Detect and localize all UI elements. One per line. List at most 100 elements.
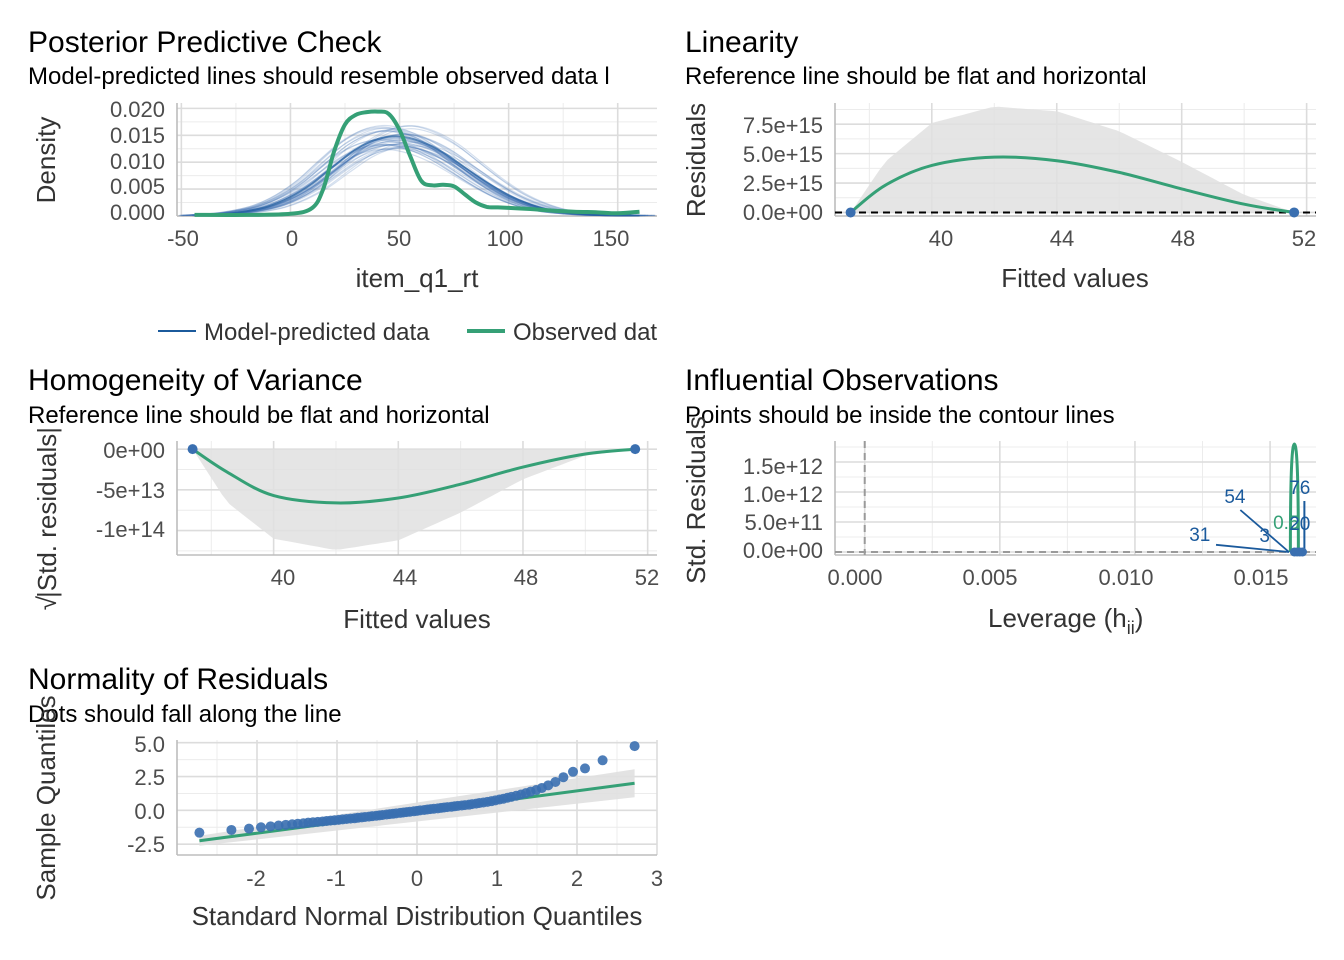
ppc-ytick: 0.000 [110,200,165,225]
confidence-ribbon [192,449,636,550]
influential-ytick: 5.0e+11 [744,510,823,535]
influential-marks: 54 31 3 76 0.520 [835,441,1316,557]
ppc-title: Posterior Predictive Check [28,26,382,59]
observed-data-line [194,109,640,217]
influential-xtick: 0.000 [827,565,882,590]
normality-xtick: 0 [411,866,423,891]
influential-x-ticks: 0.000 0.005 0.010 0.015 [827,565,1288,590]
ppc-ytick: 0.005 [110,174,165,199]
ppc-xtick: 0 [286,226,298,251]
normality-ytick: 5.0 [134,732,165,757]
data-point [265,821,276,832]
point-label: 20 [1289,514,1310,535]
ppc-y-ticks: 0.000 0.005 0.010 0.015 0.020 [110,97,165,225]
ppc-x-axis-label: item_q1_rt [356,263,480,293]
model-predicted-line [186,144,632,217]
homogeneity-ytick: -5e+13 [96,478,165,503]
ppc-ytick: 0.010 [110,149,165,174]
linearity-subtitle: Reference line should be flat and horizo… [685,63,1147,90]
homogeneity-x-ticks: 40 44 48 52 [271,565,659,590]
homogeneity-x-axis-label: Fitted values [343,604,490,634]
data-point [568,766,578,777]
influential-title: Influential Observations [685,364,999,397]
influential-x-axis-label: Leverage (hii) [988,603,1143,638]
linearity-xtick: 44 [1050,226,1074,251]
homogeneity-ytick: -1e+14 [96,517,165,542]
normality-grid [176,740,658,856]
data-point [550,776,561,787]
normality-xtick: -2 [246,866,266,891]
data-point [597,755,608,766]
homogeneity-xtick: 40 [271,565,295,590]
data-point [558,772,569,783]
normality-xtick: -1 [326,866,346,891]
model-predicted-line [183,148,629,217]
data-point [629,741,640,752]
normality-ytick: -2.5 [127,832,165,857]
panel-influential-observations: Influential Observations Points should b… [681,364,1316,638]
normality-ytick: 2.5 [134,765,165,790]
point-label: 54 [1224,487,1246,508]
ppc-xtick: -50 [167,226,199,251]
influential-xtick: 0.005 [962,565,1017,590]
ppc-grid [176,103,657,217]
linearity-title: Linearity [685,26,798,59]
data-point [630,444,641,455]
homogeneity-marks [187,444,641,550]
influential-ytick: 0.0e+00 [743,538,823,563]
linearity-x-axis-label: Fitted values [1001,263,1148,293]
normality-y-ticks: 5.0 2.5 0.0 -2.5 [127,732,165,857]
homogeneity-y-axis-label: √ |Std. residuals| [32,427,62,610]
linearity-x-ticks: 40 44 48 52 [929,226,1316,251]
ppc-subtitle: Model-predicted lines should resemble ob… [28,63,610,90]
linearity-xtick: 40 [929,226,953,251]
linearity-ytick: 7.5e+15 [743,113,823,138]
linearity-y-axis-label: Residuals [681,103,711,217]
influential-y-axis-label: Std. Residuals [681,416,711,584]
point-label: 31 [1189,525,1210,546]
data-point [226,824,237,835]
influential-subtitle: Points should be inside the contour line… [685,402,1115,429]
point-label: 0.5 [1273,513,1299,534]
influential-xlabel-sub: ii [1127,618,1135,638]
normality-marks [194,741,640,846]
label-connector [1239,509,1290,553]
influential-ytick: 1.0e+12 [743,482,823,507]
legend-observed-label: Observed dat [513,319,657,346]
data-point [1297,547,1307,557]
panel-linearity: Linearity Reference line should be flat … [681,26,1316,293]
panel-homogeneity-of-variance: Homogeneity of Variance Reference line s… [28,364,659,634]
normality-xtick: 1 [491,866,503,891]
normality-y-axis-label: Sample Quantiles [31,695,61,900]
data-point [845,207,856,218]
linearity-xtick: 48 [1171,226,1195,251]
legend-model-label: Model-predicted data [204,319,430,346]
ppc-observed-line [194,109,640,217]
normality-subtitle: Dots should fall along the line [28,701,342,728]
linearity-xtick: 52 [1292,226,1316,251]
linearity-ytick: 5.0e+15 [743,142,823,167]
data-point [244,823,254,834]
model-predicted-line [181,144,627,217]
linearity-y-ticks: 0.0e+00 2.5e+15 5.0e+15 7.5e+15 [743,113,823,225]
normality-xtick: 2 [571,866,583,891]
homogeneity-xtick: 48 [514,565,538,590]
influential-xlabel-main: Leverage (h [988,603,1127,633]
model-predicted-line [181,138,627,217]
homogeneity-subtitle: Reference line should be flat and horizo… [28,402,490,429]
data-point [1289,207,1300,218]
normality-x-axis-label: Standard Normal Distribution Quantiles [192,901,643,931]
homogeneity-y-axis-text: |Std. residuals| [32,427,62,598]
ppc-y-axis-label: Density [31,117,61,204]
data-point [273,820,284,831]
homogeneity-xtick: 44 [393,565,417,590]
influential-ytick: 1.5e+12 [743,454,823,479]
label-connector [1215,543,1290,553]
svg-text:Leverage (hii): Leverage (hii) [988,603,1143,638]
linearity-marks [835,106,1316,218]
normality-xtick: 3 [651,866,663,891]
homogeneity-xtick: 52 [635,565,659,590]
normality-title: Normality of Residuals [28,663,328,696]
confidence-ribbon [850,106,1295,213]
panel-normality-of-residuals: Normality of Residuals Dots should fall … [28,663,663,931]
